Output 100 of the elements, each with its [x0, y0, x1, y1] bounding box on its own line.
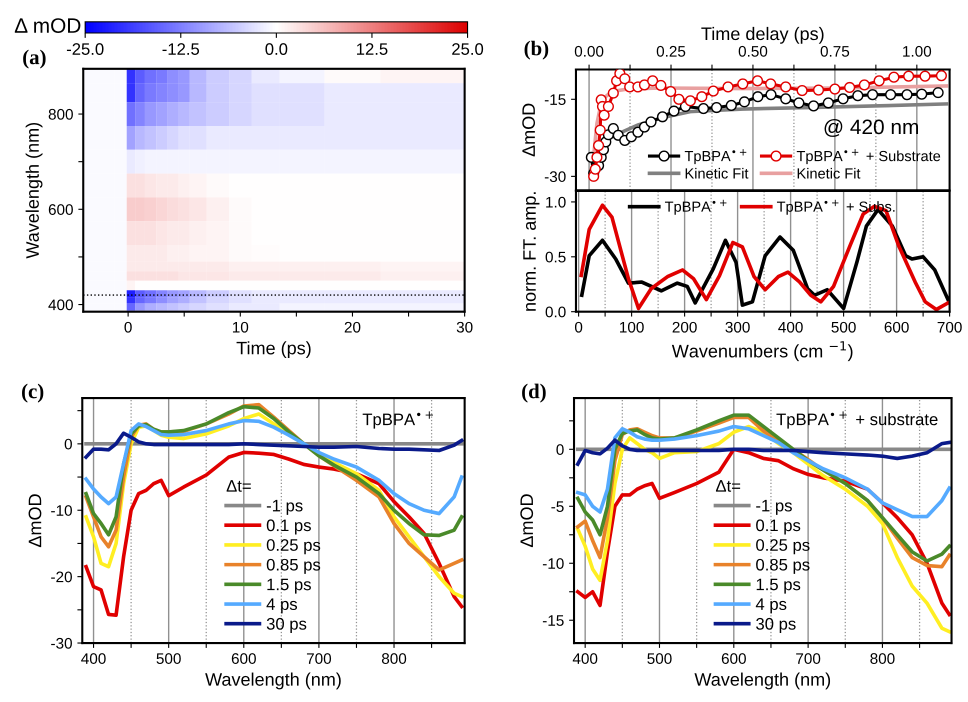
point — [808, 100, 820, 112]
point — [738, 96, 750, 108]
annotation: @ 420 nm — [824, 118, 918, 137]
x-tick-label: 400 — [81, 653, 106, 664]
legend-label: 4 ps — [266, 598, 298, 614]
y-tick-label: -30 — [51, 638, 72, 649]
x-tick-label: 0.00 — [574, 46, 604, 57]
color-bar-title: Δ mOD — [14, 18, 80, 33]
text: (a) — [23, 50, 46, 69]
x-tick-label: 600 — [884, 322, 909, 333]
point — [665, 86, 676, 98]
x-tick-label: 400 — [572, 653, 598, 664]
x-tick-label: 600 — [722, 653, 746, 664]
point — [698, 102, 710, 114]
x-tick-label: 0.75 — [820, 46, 850, 57]
x-tick-label: 500 — [831, 322, 856, 333]
point — [793, 97, 804, 108]
point — [668, 106, 680, 117]
point — [888, 72, 900, 83]
point — [726, 100, 737, 112]
point — [874, 75, 885, 86]
y-tick-label: 0.0 — [546, 306, 566, 318]
point — [684, 95, 696, 106]
color-bar-label: 12.5 — [357, 43, 388, 55]
x-tick-label: 200 — [672, 322, 697, 333]
y-tick-label: -15 — [542, 615, 564, 626]
legend-label: TpBPA$^{•+}$ + Substrate — [796, 149, 940, 164]
color-bar-label: -25.0 — [66, 43, 104, 55]
point — [765, 89, 777, 100]
point — [822, 97, 834, 108]
point — [591, 152, 602, 163]
point — [916, 88, 928, 100]
point — [858, 79, 870, 90]
point — [844, 82, 856, 94]
point — [593, 140, 604, 152]
point — [655, 80, 666, 91]
point — [852, 90, 864, 102]
x-tick-label: 0 — [574, 322, 582, 333]
point — [936, 70, 947, 82]
point — [673, 94, 684, 105]
y-axis-title: ΔmOD — [28, 494, 42, 548]
point — [645, 116, 657, 128]
legend-label: 0.85 ps — [266, 558, 320, 574]
point — [919, 70, 931, 82]
x-tick-label: 400 — [778, 322, 803, 333]
point — [590, 164, 601, 175]
annotation: TpBPA$^{•+}$ — [362, 411, 433, 429]
x-tick-label: 0 — [124, 322, 132, 333]
line-series — [84, 431, 464, 459]
y-axis-title: norm. FT. amp. — [523, 192, 540, 311]
x-tick-label: 0.25 — [656, 46, 686, 57]
y-tick-label: 0 — [64, 438, 72, 450]
annotation: TpBPA$^{•+}$ + substrate — [776, 411, 938, 429]
point — [708, 86, 719, 97]
point — [752, 91, 764, 102]
x-axis-title: Time delay (ps) — [701, 26, 824, 44]
legend-label: -1 ps — [266, 500, 303, 515]
point — [696, 91, 708, 102]
color-bar-label: -12.5 — [162, 43, 200, 55]
point — [598, 110, 610, 121]
color-bar-label: 25.0 — [452, 43, 484, 55]
y-axis-title: ΔmOD — [522, 104, 536, 156]
y-tick-label: 0.5 — [546, 252, 566, 262]
point — [737, 78, 748, 90]
x-tick-label: 700 — [796, 653, 820, 664]
legend-label: 30 ps — [266, 618, 306, 634]
x-tick-label: 1.00 — [903, 46, 932, 57]
legend-label: 1.5 ps — [756, 578, 800, 594]
y-tick-label: 400 — [48, 299, 73, 310]
x-axis-title: Wavenumbers (cm $^{−1}$) — [672, 341, 852, 362]
point — [829, 83, 840, 95]
x-tick-label: 300 — [725, 322, 750, 333]
x-tick-label: 10 — [232, 322, 248, 333]
legend-label: -1 ps — [756, 500, 792, 515]
x-tick-label: 700 — [306, 653, 332, 664]
point — [812, 84, 824, 96]
legend-label: 0.1 ps — [756, 519, 800, 535]
y-axis-title: Wavelength (nm) — [26, 122, 42, 259]
x-axis-title: Wavelength (nm) — [205, 672, 341, 690]
legend-label: 0.25 ps — [756, 539, 810, 554]
y-axis-title: ΔmOD — [520, 494, 534, 548]
x-tick-label: 500 — [156, 653, 181, 664]
y-tick-label: -5 — [551, 501, 564, 512]
x-tick-label: 800 — [382, 653, 406, 664]
y-tick-label: 0 — [556, 444, 564, 455]
x-tick-label: 600 — [232, 653, 256, 664]
point — [656, 111, 668, 122]
y-tick-label: -10 — [542, 558, 564, 569]
legend-label: TpBPA$^{•+}$ — [684, 149, 746, 164]
point — [722, 81, 734, 93]
color-bar-label: 0.0 — [265, 43, 288, 55]
y-tick-label: -10 — [51, 505, 72, 516]
legend-label: 30 ps — [756, 618, 796, 634]
point — [838, 93, 849, 104]
point — [903, 70, 914, 82]
point — [602, 100, 614, 112]
y-tick-label: 600 — [48, 204, 73, 215]
legend-label: 0.85 ps — [756, 558, 810, 574]
line-series — [576, 438, 952, 466]
point — [780, 93, 792, 104]
